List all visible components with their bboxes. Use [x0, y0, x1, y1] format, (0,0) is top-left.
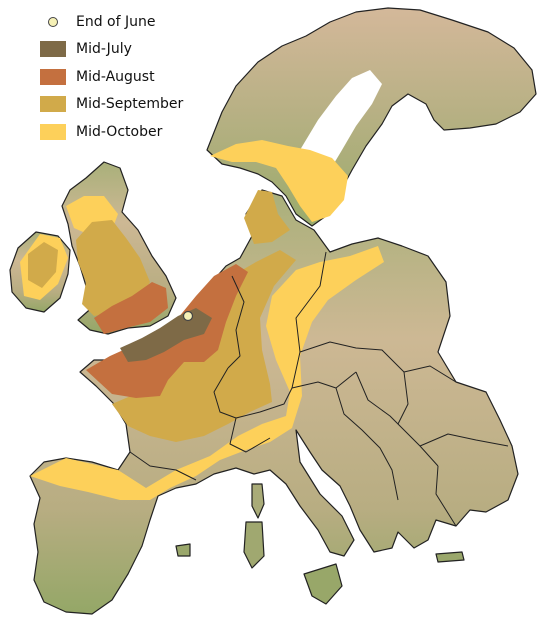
end-of-june-marker: [182, 310, 194, 322]
mid-september-swatch: [40, 96, 66, 113]
band-mid-october: [30, 246, 384, 500]
map-legend: End of June Mid-July Mid-August Mid-Sept…: [40, 8, 183, 146]
band-mid-july: [120, 308, 212, 362]
band-mid-september-denmark: [244, 190, 290, 244]
legend-item-mid-july: Mid-July: [40, 36, 183, 64]
crete-land: [435, 551, 465, 563]
sardinia-land: [243, 521, 265, 569]
legend-label: Mid-September: [76, 96, 184, 113]
band-mid-september-britain: [76, 220, 150, 316]
mid-july-swatch: [40, 41, 66, 58]
legend-label: End of June: [76, 13, 156, 30]
corsica-land: [251, 483, 265, 519]
legend-item-mid-september: Mid-September: [40, 91, 183, 119]
band-mid-september-ireland: [28, 242, 58, 288]
end-of-june-dot-icon: [48, 16, 58, 27]
legend-label: Mid-October: [76, 123, 163, 140]
legend-item-mid-august: Mid-August: [40, 63, 183, 91]
season-bands: [20, 140, 384, 500]
continent-land: [29, 189, 519, 615]
legend-label: Mid-July: [76, 41, 132, 58]
sicily-land: [303, 563, 343, 605]
mid-october-swatch: [40, 123, 66, 140]
legend-item-mid-october: Mid-October: [40, 118, 183, 146]
legend-item-end-of-june: End of June: [40, 8, 183, 36]
mid-august-swatch: [40, 68, 66, 85]
balearic-land: [175, 543, 191, 557]
legend-label: Mid-August: [76, 68, 155, 85]
band-mid-august-britain: [94, 282, 168, 334]
band-mid-october-scandinavia: [210, 140, 348, 222]
country-borders: [129, 251, 509, 527]
